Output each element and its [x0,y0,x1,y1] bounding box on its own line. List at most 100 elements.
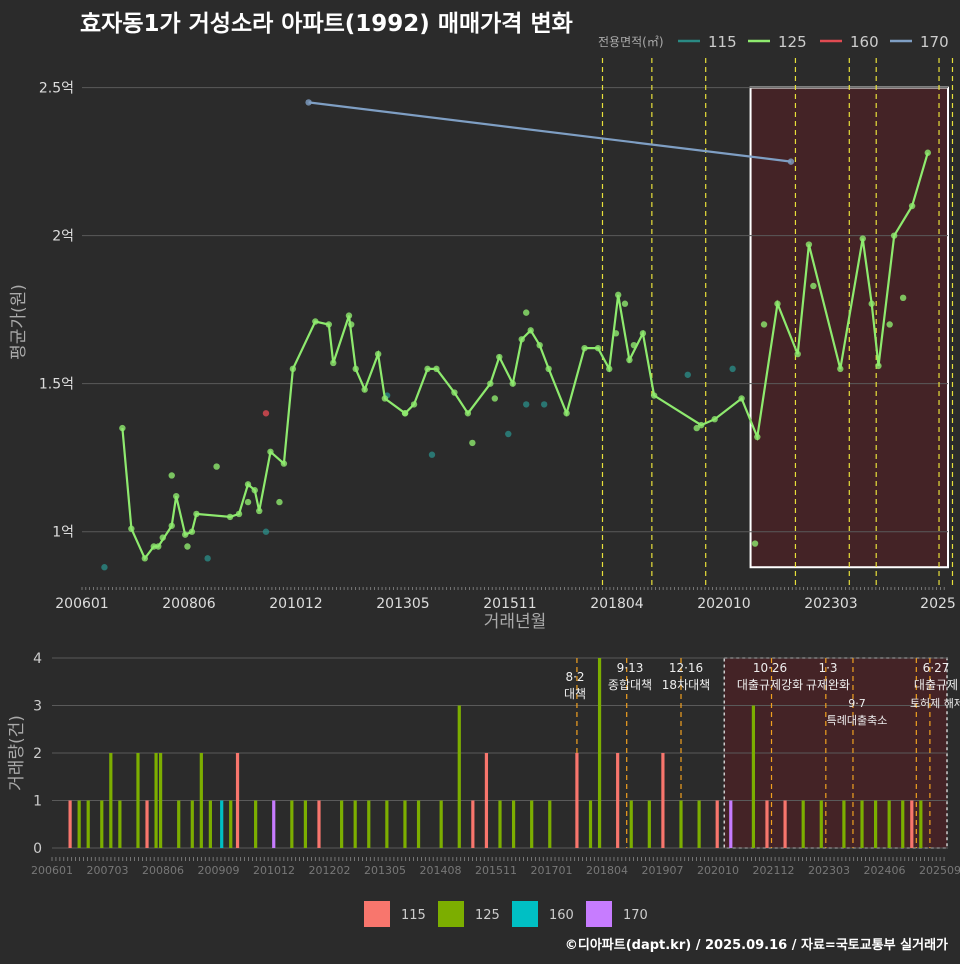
data-point-125 [410,401,418,408]
bar-legend-label-115: 115 [401,908,426,923]
data-point-125 [908,202,916,210]
policy-label: 규제완화 [806,678,850,692]
bar-x-tick-label: 202509 [919,864,960,877]
bar-x-tick-label: 201701 [531,864,573,877]
bar-x-tick-label: 202010 [697,864,739,877]
data-point-125 [899,294,907,302]
data-point-125 [374,350,382,358]
data-point-125 [361,386,368,393]
volume-bar-125 [511,800,516,848]
volume-bar-125 [77,800,81,848]
volume-bar-125 [457,705,461,848]
data-point-125 [606,365,613,373]
data-point-125 [424,365,431,373]
x-tick-label: 202010 [697,596,750,612]
bar-legend-label-160: 160 [549,908,574,923]
volume-bar-125 [629,800,633,848]
data-point-170 [787,158,795,165]
data-point-115 [262,528,270,535]
volume-bar-125 [679,800,683,848]
data-point-125 [464,410,472,417]
bar-x-tick-label: 202112 [753,864,795,877]
volume-bar-125 [919,800,923,848]
y-tick-label: 2억 [52,229,74,245]
bar-x-tick-label: 201305 [364,864,406,877]
data-point-125 [581,344,588,352]
data-point-115 [523,401,530,408]
data-point-125 [487,380,494,387]
data-point-115 [204,555,211,562]
data-point-125 [760,321,768,328]
volume-bar-125 [403,800,407,848]
volume-bar-125 [199,753,203,848]
data-point-125 [527,327,534,334]
volume-bar-115 [145,800,149,848]
volume-bar-125 [530,800,534,848]
x-tick-label: 2025 [920,596,956,612]
x-axis-label: 거래년월 [484,612,547,632]
data-point-125 [612,330,620,337]
bar-legend-label-170: 170 [623,908,648,923]
volume-bar-125 [208,800,212,848]
data-point-125 [433,365,440,373]
data-point-125 [738,395,745,402]
y-axis-label: 평균가(원) [9,284,29,360]
policy-label: 대출규제강화 [737,678,803,692]
volume-bar-125 [118,800,122,848]
volume-bar-125 [86,800,90,848]
data-point-125 [381,395,389,402]
legend-label-115: 115 [708,33,737,51]
volume-bar-125 [860,800,864,848]
data-point-125 [469,439,476,447]
policy-date: 9·7 [848,697,866,710]
bar-y-tick-label: 4 [33,651,42,667]
volume-bar-125 [290,800,294,848]
data-point-125 [615,291,622,299]
data-point-125 [810,282,817,290]
data-point-125 [267,448,274,455]
x-tick-label: 201305 [376,596,429,612]
volume-bar-125 [647,800,651,848]
x-tick-label: 201804 [590,596,644,612]
volume-bar-125 [498,800,502,848]
data-point-125 [754,433,761,441]
data-point-125 [119,424,126,432]
y-tick-label: 1억 [52,525,74,541]
data-point-125 [859,235,866,242]
volume-bar-125 [190,800,194,848]
volume-bar-125 [697,800,701,848]
volume-bar-115 [715,800,719,848]
data-point-125 [141,555,149,562]
bar-x-tick-label: 201202 [309,864,351,877]
data-point-125 [182,531,189,538]
volume-bar-125 [588,800,593,848]
volume-bar-125 [548,800,552,848]
volume-bar-115 [575,753,579,848]
data-point-125 [168,472,175,479]
data-point-125 [213,463,220,470]
y-tick-label: 1.5억 [39,377,74,393]
data-point-125 [563,410,570,417]
volume-bar-125 [597,658,602,848]
data-point-125 [188,528,196,535]
volume-bar-115 [317,800,321,848]
data-point-125 [128,525,135,532]
data-point-115 [428,451,436,458]
data-point-125 [173,492,180,500]
data-point-125 [345,312,353,319]
volume-bar-125 [901,800,905,848]
data-point-125 [545,365,552,373]
volume-bar-125 [109,753,113,848]
data-point-115 [505,430,512,438]
legend-label-170: 170 [920,33,949,51]
volume-bar-115 [235,753,240,848]
volume-bar-115 [783,800,787,848]
volume-bar-125 [229,800,233,848]
volume-bar-125 [873,800,878,848]
policy-date: 8·2 [565,670,584,684]
policy-label: 18차대책 [662,677,710,692]
volume-bar-115 [471,800,475,848]
policy-date: 10·26 [753,661,787,675]
credit-text: ©디아파트(dapt.kr) / 2025.09.16 / 자료=국토교통부 실… [564,938,948,953]
